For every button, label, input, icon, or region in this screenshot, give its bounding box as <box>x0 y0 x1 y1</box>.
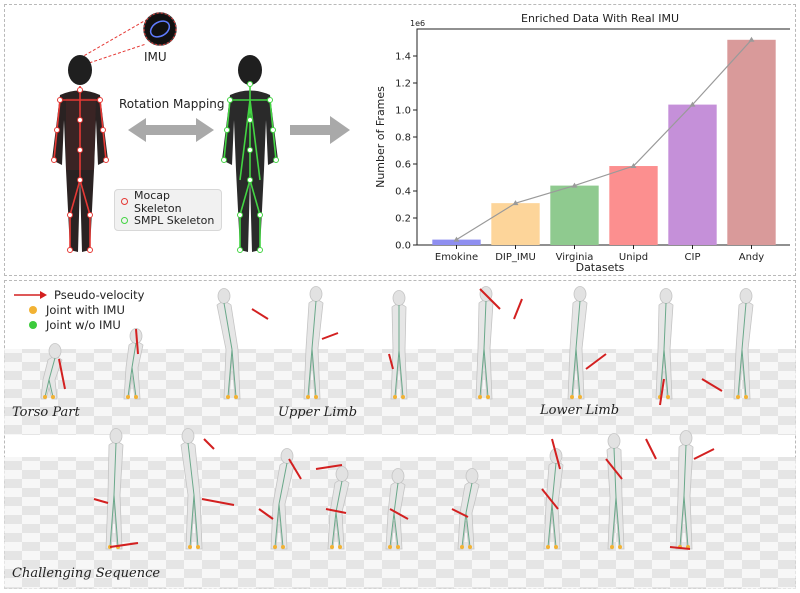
imu-sensor-icon <box>143 12 177 46</box>
imu-sensor-icon <box>149 20 171 38</box>
y-tick-label: 1.4 <box>395 52 411 63</box>
red-arrow-icon <box>14 290 47 299</box>
x-tick-label: Emokine <box>435 252 478 263</box>
chart-bar-unipd <box>609 166 658 245</box>
pose-illustration <box>4 286 796 589</box>
y-tick-label: 0.6 <box>395 160 411 171</box>
human-pose-figure <box>93 428 139 550</box>
chart-bar-andy <box>727 39 776 245</box>
orange-dot-icon <box>29 305 37 314</box>
caption-challenging-sequence: Challenging Sequence <box>12 566 161 581</box>
chart-y-ticks: 0.0 0.2 0.4 0.6 0.8 1.0 1.2 1.4 <box>395 52 417 252</box>
legend-item-joint-with-imu: Joint with IMU <box>12 302 144 317</box>
chart-x-axis-label: Datasets <box>576 261 625 274</box>
chart-bar-dip-imu <box>491 203 540 245</box>
human-pose-figure <box>451 468 480 550</box>
human-pose-figure <box>475 286 523 400</box>
chart-bars <box>432 39 776 245</box>
imu-zoom-line <box>79 43 147 67</box>
y-tick-label: 0.8 <box>395 133 411 144</box>
chart-bar-cip <box>668 104 717 245</box>
bidirectional-arrow-icon <box>128 118 214 142</box>
human-pose-figure <box>669 430 715 550</box>
human-pose-figure <box>315 464 350 550</box>
bar-chart: Enriched Data With Real IMU 1e6 Number o… <box>374 12 790 274</box>
y-tick-label: 0.0 <box>395 241 411 252</box>
human-pose-figure <box>605 433 657 550</box>
trend-marker <box>453 236 460 242</box>
human-pose-figure <box>216 288 269 400</box>
caption-torso-part: Torso Part <box>12 405 80 420</box>
human-pose-figure <box>180 428 235 550</box>
y-tick-label: 0.2 <box>395 214 411 225</box>
mocap-marker-icon <box>121 198 128 205</box>
legend-item-smpl: SMPL Skeleton <box>115 211 221 230</box>
imu-zoom-line <box>79 19 147 59</box>
human-pose-figure <box>40 343 66 400</box>
human-pose-figure <box>701 288 754 400</box>
x-tick-label: Unipd <box>619 252 648 263</box>
caption-lower-limb: Lower Limb <box>540 403 620 418</box>
human-pose-figure <box>655 288 674 406</box>
human-pose-figure <box>258 448 302 550</box>
top-panel <box>4 4 796 276</box>
legend-label: Joint w/o IMU <box>46 317 121 332</box>
pose-legend: Pseudo-velocity Joint with IMU Joint w/o… <box>12 287 144 332</box>
chart-bar-emokine <box>432 239 481 245</box>
x-tick-label: DIP_IMU <box>495 252 536 263</box>
x-tick-label: Virginia <box>556 252 594 263</box>
figures-row-1 <box>40 286 754 406</box>
legend-label: Joint with IMU <box>46 302 125 317</box>
mapping-illustration <box>51 12 350 253</box>
x-tick-label: CIP <box>685 252 701 263</box>
legend-label: SMPL Skeleton <box>134 214 215 227</box>
figures-row-2 <box>93 428 715 550</box>
human-pose-figure <box>303 286 339 400</box>
chart-y-axis-label: Number of Frames <box>374 86 387 188</box>
trend-marker <box>748 36 755 42</box>
trend-line <box>456 39 752 241</box>
arrow-right-icon <box>290 116 350 144</box>
trend-marker <box>571 182 578 188</box>
human-pose-figure <box>123 328 144 400</box>
chart-x-ticks: Emokine DIP_IMU Virginia Unipd CIP Andy <box>435 245 764 263</box>
legend-label: Pseudo-velocity <box>54 287 145 302</box>
chart-title: Enriched Data With Real IMU <box>521 12 679 25</box>
trend-marker <box>512 200 519 206</box>
y-tick-label: 0.4 <box>395 187 411 198</box>
chart-trend-line <box>453 36 755 242</box>
skeleton-legend: Mocap Skeleton SMPL Skeleton <box>114 189 222 231</box>
rotation-mapping-label: Rotation Mapping <box>119 97 225 111</box>
x-tick-label: Andy <box>739 252 765 263</box>
human-pose-figure <box>388 290 408 400</box>
caption-upper-limb: Upper Limb <box>278 405 358 420</box>
y-tick-label: 1.0 <box>395 106 411 117</box>
trend-marker <box>689 101 696 107</box>
mocap-person-figure <box>51 55 109 253</box>
legend-item-joint-without-imu: Joint w/o IMU <box>12 317 144 332</box>
smpl-marker-icon <box>121 217 128 224</box>
human-pose-figure <box>385 468 409 550</box>
chart-bar-virginia <box>550 185 599 245</box>
human-pose-figure <box>541 438 564 550</box>
legend-item-mocap: Mocap Skeleton <box>115 189 221 215</box>
legend-item-pseudo-velocity: Pseudo-velocity <box>12 287 144 302</box>
imu-label: IMU <box>144 50 167 64</box>
legend-label: Mocap Skeleton <box>134 188 182 215</box>
chart-scale-label: 1e6 <box>410 19 425 28</box>
human-pose-figure <box>567 286 607 400</box>
smpl-person-figure <box>221 55 279 253</box>
trend-marker <box>630 163 637 169</box>
green-dot-icon <box>29 320 37 329</box>
y-tick-label: 1.2 <box>395 79 411 90</box>
